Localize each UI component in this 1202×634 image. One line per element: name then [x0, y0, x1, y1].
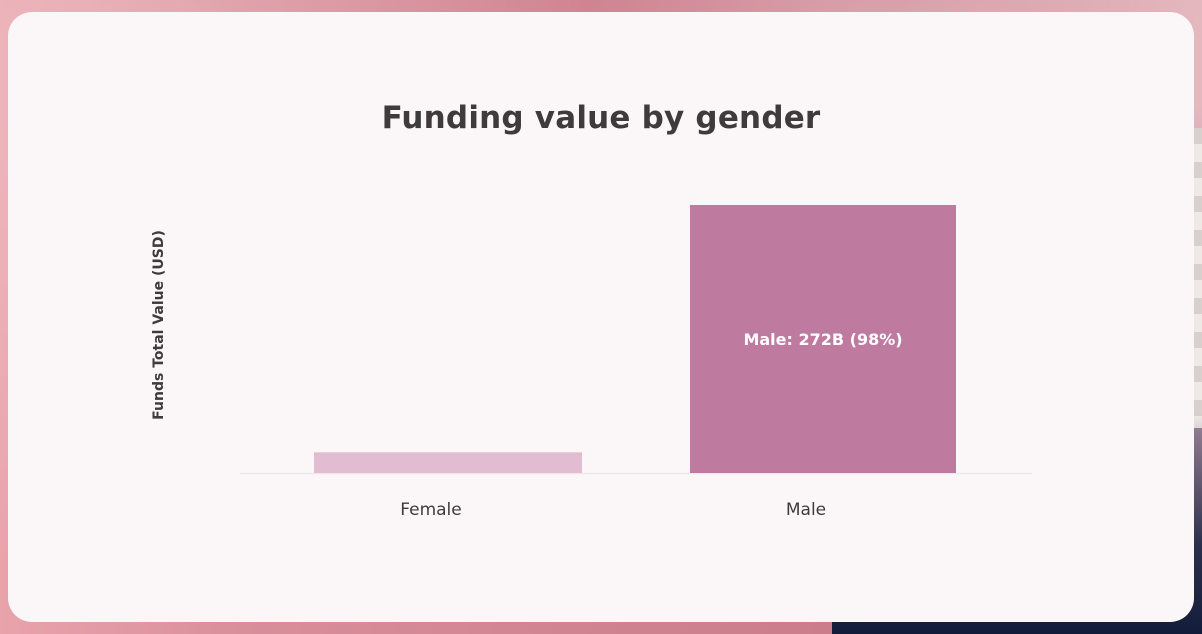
bar-male[interactable]: [690, 205, 956, 473]
y-axis-label: Funds Total Value (USD): [151, 230, 167, 420]
x-tick-label-female: Female: [400, 500, 461, 520]
bar-female[interactable]: [314, 452, 582, 473]
x-tick-label-male: Male: [786, 500, 826, 520]
chart-title: Funding value by gender: [381, 100, 821, 136]
data-label-male: Male: 272B (98%): [743, 330, 902, 349]
chart-card: [8, 12, 1194, 622]
